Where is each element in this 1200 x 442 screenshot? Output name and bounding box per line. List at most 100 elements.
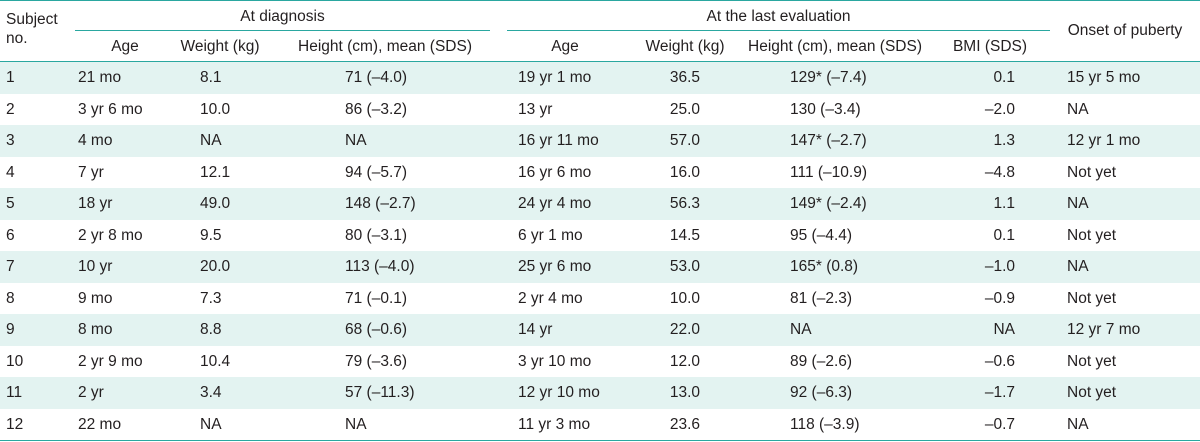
cell-last-height: 118 (–3.9) [790,415,860,433]
cell-last-age: 16 yr 6 mo [518,163,592,181]
cell-last-weight: 57.0 [669,132,700,149]
cell-last-height: 89 (–2.6) [790,352,853,370]
cell-last-height: 147* (–2.7) [790,132,867,149]
header-last-weight: Weight (kg) [645,38,725,55]
header-diag-height: Height (cm), mean (SDS) [298,38,472,55]
cell-last-age: 3 yr 10 mo [518,352,592,370]
cell-last-weight: 13.0 [669,384,700,401]
cell-last-weight: 56.3 [669,195,700,212]
cell-onset-puberty: 12 yr 7 mo [1067,321,1141,338]
cell-diag-height: 68 (–0.6) [345,321,408,338]
cell-diag-weight: 8.8 [200,321,222,338]
cell-last-bmi: –4.8 [984,163,1015,181]
cell-subject: 9 [6,321,15,338]
cell-diag-weight: 7.3 [200,289,222,307]
cell-diag-age: 2 yr [78,384,104,401]
cell-last-height: NA [790,321,812,338]
cell-diag-weight: 3.4 [200,384,222,401]
cell-diag-height: 113 (–4.0) [345,258,415,275]
cell-last-weight: 14.5 [669,226,700,244]
cell-subject: 5 [6,195,15,212]
cell-diag-age: 2 yr 8 mo [78,226,143,244]
cell-subject: 11 [6,384,23,401]
cell-diag-weight: 9.5 [200,226,222,244]
cell-diag-age: 3 yr 6 mo [78,100,143,118]
cell-subject: 10 [6,352,24,370]
table-top-rule [0,0,1200,1]
cell-diag-age: 4 mo [78,132,113,149]
cell-last-age: 11 yr 3 mo [518,415,591,433]
header-at-diagnosis: At diagnosis [240,8,325,25]
cell-diag-weight: NA [200,132,222,149]
cell-onset-puberty: NA [1067,195,1089,212]
cell-diag-height: NA [345,415,367,433]
cell-last-height: 95 (–4.4) [790,226,853,244]
header-at-last-evaluation: At the last evaluation [706,8,851,25]
cell-last-bmi: 0.1 [993,226,1015,244]
cell-last-bmi: –0.6 [984,352,1015,370]
cell-diag-height: 94 (–5.7) [345,163,408,181]
header-onset-of-puberty: Onset of puberty [1067,22,1183,39]
cell-subject: 7 [6,258,15,275]
cell-last-bmi: –1.0 [984,258,1015,275]
cell-diag-height: NA [345,132,367,149]
cell-onset-puberty: Not yet [1067,289,1117,307]
cell-diag-height: 71 (–0.1) [345,289,408,307]
cell-last-weight: 12.0 [669,352,700,370]
cell-last-weight: 25.0 [669,100,700,118]
header-last-bmi: BMI (SDS) [952,38,1028,55]
cell-last-height: 130 (–3.4) [790,100,861,118]
cell-onset-puberty: 15 yr 5 mo [1067,69,1141,86]
cell-diag-weight: 10.0 [200,100,231,118]
cell-last-height: 129* (–7.4) [790,69,867,86]
cell-subject: 3 [6,132,15,149]
cell-last-height: 149* (–2.4) [790,195,867,212]
header-diag-weight: Weight (kg) [180,38,260,55]
cell-subject: 2 [6,100,15,118]
cell-last-age: 6 yr 1 mo [518,226,583,244]
cell-diag-weight: 20.0 [200,258,231,275]
cell-onset-puberty: 12 yr 1 mo [1067,132,1141,149]
cell-onset-puberty: NA [1067,100,1089,118]
header-last-age: Age [551,38,579,55]
cell-diag-age: 21 mo [78,69,122,86]
cell-onset-puberty: Not yet [1067,352,1117,370]
cell-diag-age: 8 mo [78,321,113,338]
cell-last-bmi: –1.7 [984,384,1015,401]
last-eval-group-rule [507,30,1050,31]
cell-diag-height: 57 (–11.3) [345,384,415,401]
cell-onset-puberty: Not yet [1067,226,1117,244]
cell-last-height: 111 (–10.9) [790,163,867,181]
diagnosis-group-rule [75,30,490,31]
cell-last-bmi: NA [993,321,1015,338]
cell-subject: 6 [6,226,15,244]
cell-diag-height: 71 (–4.0) [345,69,408,86]
cell-last-age: 25 yr 6 mo [518,258,592,275]
cell-diag-height: 148 (–2.7) [345,195,416,212]
table-bottom-rule [0,440,1200,441]
cell-diag-age: 9 mo [78,289,113,307]
cell-diag-weight: 49.0 [200,195,231,212]
cell-last-weight: 36.5 [669,69,700,86]
cell-onset-puberty: NA [1067,258,1089,275]
cell-diag-height: 79 (–3.6) [345,352,408,370]
cell-last-weight: 53.0 [669,258,700,275]
cell-last-bmi: 1.1 [993,195,1015,212]
cell-last-age: 2 yr 4 mo [518,289,583,307]
row-band [0,251,1200,283]
cell-last-bmi: 0.1 [993,69,1015,86]
cell-diag-weight: NA [200,415,222,433]
cell-onset-puberty: Not yet [1067,384,1117,401]
cell-diag-age: 22 mo [78,415,122,433]
row-band [0,62,1200,94]
cell-last-age: 16 yr 11 mo [518,132,599,149]
header-last-height: Height (cm), mean (SDS) [748,38,922,55]
header-diag-age: Age [111,38,139,55]
cell-last-weight: 22.0 [669,321,700,338]
cell-subject: 8 [6,289,15,307]
cell-diag-age: 10 yr [78,258,113,275]
cell-last-weight: 23.6 [669,415,700,433]
row-band [0,125,1200,157]
cell-diag-weight: 10.4 [200,352,231,370]
